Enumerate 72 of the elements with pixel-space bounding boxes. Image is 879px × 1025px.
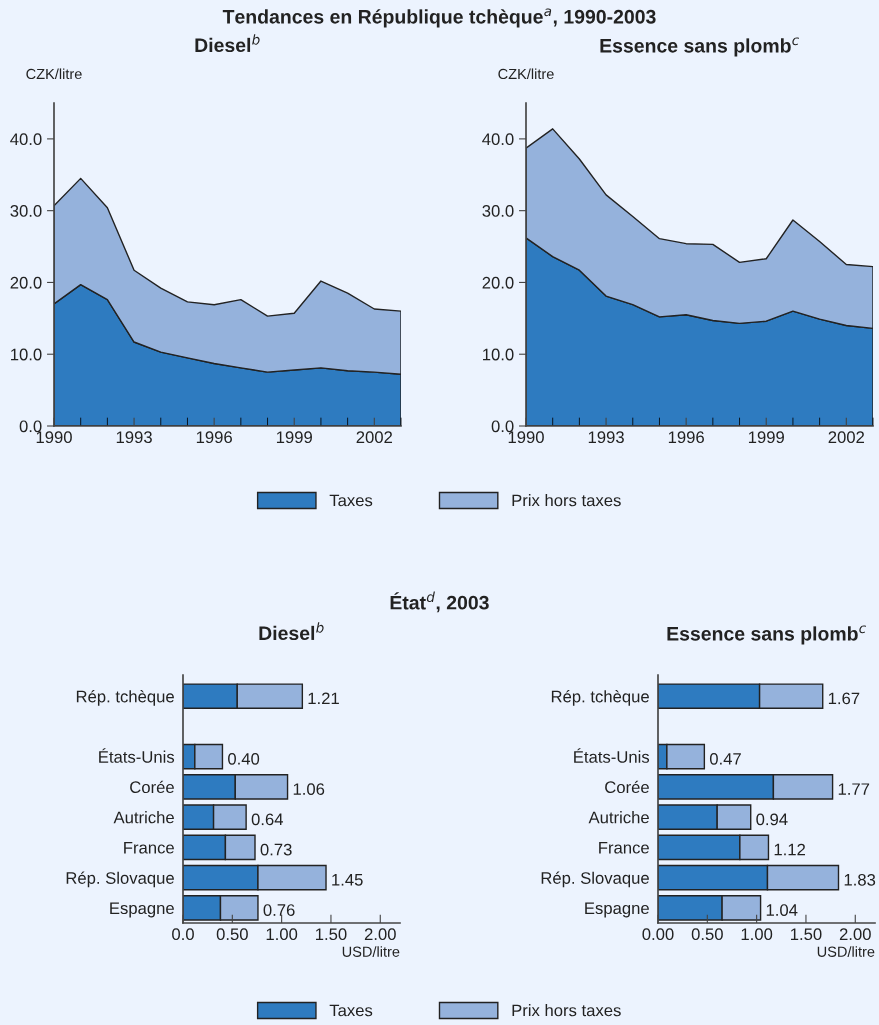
y-tick-label: France (599, 841, 649, 854)
y-tick-label: 20.0 (482, 276, 514, 289)
total-label: 0.73 (260, 843, 292, 856)
total-label: 0.76 (263, 904, 295, 916)
x-axis-title: USD/litre (342, 946, 400, 957)
y-tick-label: 20.0 (10, 276, 42, 289)
y-tick-label: 40.0 (10, 133, 42, 146)
x-tick-label: 0.0 (172, 928, 194, 941)
legend-label: Prix hors taxes (512, 494, 621, 507)
x-tick-label: 0.50 (216, 928, 248, 941)
y-tick-label: États-Unis (574, 748, 650, 763)
legend-label: Taxes (329, 494, 373, 507)
y-tick-label: 0.0 (19, 420, 42, 433)
y-tick-label: 30.0 (10, 205, 42, 217)
chart-title: Essence sans plomb$^{c}$ (667, 625, 867, 645)
chart-title: Diesel$^{b}$ (195, 34, 260, 53)
x-tick-label: 1996 (196, 431, 232, 444)
y-tick-label: Rép. tchèque (551, 690, 649, 706)
y-axis-title: CZK/litre (498, 68, 554, 80)
y-tick-label: 10.0 (11, 348, 42, 361)
total-label: 1.83 (844, 873, 876, 886)
total-label: 0.64 (251, 813, 284, 826)
x-tick-label: 1993 (588, 431, 624, 444)
x-tick-label: 2.00 (839, 928, 871, 941)
y-tick-label: Corée (130, 780, 174, 794)
y-tick-label: Espagne (110, 902, 174, 918)
y-tick-label: 0.0 (491, 420, 514, 433)
x-tick-label: 1.50 (316, 928, 347, 941)
total-label: 1.21 (308, 692, 339, 705)
y-axis-title: CZK/litre (26, 68, 82, 80)
x-tick-label: 1.00 (741, 928, 773, 941)
total-label: 0.40 (228, 752, 260, 765)
y-tick-label: Autriche (113, 811, 174, 824)
x-tick-label: 0.00 (642, 928, 674, 941)
x-tick-label: 2002 (828, 431, 865, 444)
y-tick-label: France (124, 841, 174, 854)
text: Tendances en République tchèque$^{a}$, 1990-2003 (222, 8, 656, 28)
total-label: 0.47 (709, 752, 741, 765)
y-tick-label: 40.0 (482, 133, 514, 146)
y-tick-label: Rép. Slovaque (541, 871, 649, 888)
y-tick-label: Rép. tchèque (76, 690, 174, 706)
total-label: 1.45 (332, 874, 363, 886)
x-tick-label: 1996 (668, 431, 704, 444)
x-tick-label: 1.00 (266, 928, 298, 941)
x-tick-label: 1990 (508, 431, 544, 444)
text: État$^{d}$, 2003 (390, 591, 489, 613)
y-tick-label: 30.0 (482, 205, 514, 217)
chart-title: Essence sans plomb$^{c}$ (600, 37, 800, 57)
y-tick-label: Autriche (588, 811, 649, 824)
total-label: 1.06 (293, 783, 325, 796)
legend-label: Taxes (329, 1004, 373, 1017)
x-tick-label: 1999 (276, 431, 312, 444)
y-tick-label: 10.0 (483, 348, 514, 361)
total-label: 1.77 (838, 783, 870, 795)
x-tick-label: 1990 (36, 431, 72, 444)
legend-label: Prix hors taxes (512, 1004, 621, 1017)
x-tick-label: 1993 (116, 431, 152, 444)
y-tick-label: Espagne (585, 902, 649, 918)
y-tick-label: Corée (605, 780, 649, 794)
total-label: 0.94 (756, 813, 788, 826)
chart-title: Diesel$^{b}$ (259, 622, 324, 641)
y-tick-label: Rép. Slovaque (66, 871, 174, 888)
total-label: 1.04 (766, 904, 798, 916)
x-tick-label: 1999 (748, 431, 784, 444)
x-tick-label: 1.50 (791, 928, 822, 941)
y-tick-label: États-Unis (99, 748, 175, 763)
x-tick-label: 2.00 (364, 928, 396, 941)
total-label: 1.67 (828, 692, 860, 705)
x-tick-label: 0.50 (691, 928, 723, 941)
total-label: 1.12 (774, 843, 806, 856)
x-axis-title: USD/litre (817, 946, 875, 957)
x-tick-label: 2002 (356, 431, 393, 444)
